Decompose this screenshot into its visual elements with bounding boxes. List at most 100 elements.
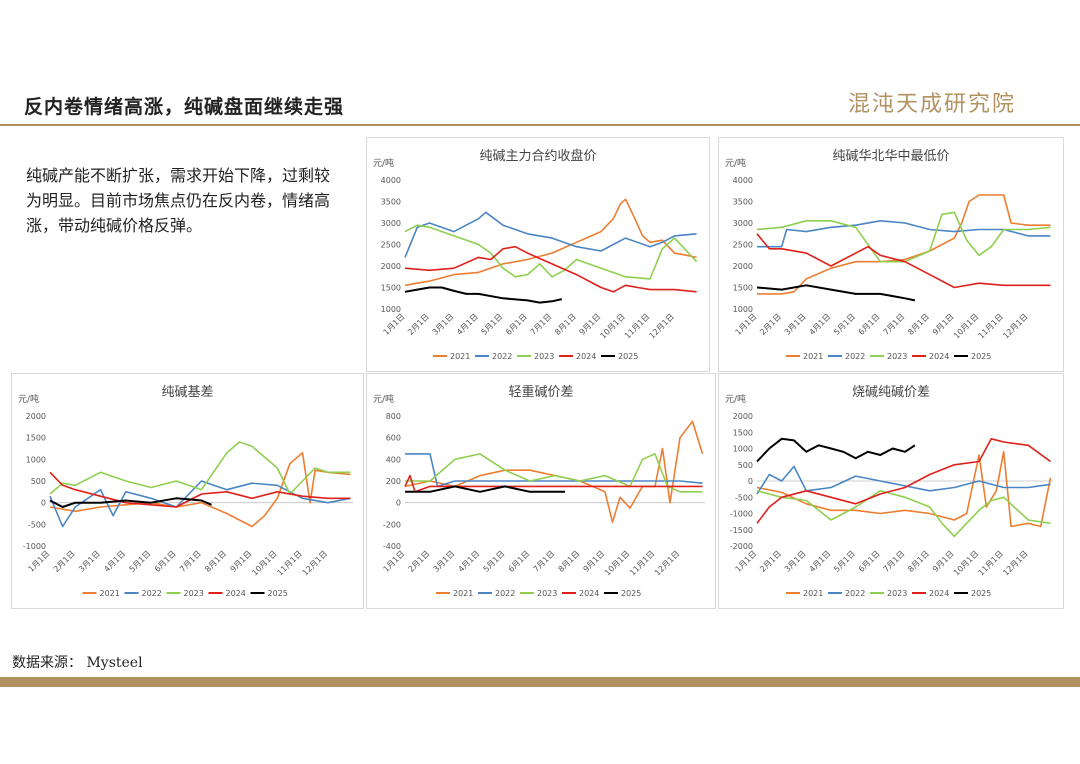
chart-panel: 纯碱基差 元/吨 -1000 -500 0 500 1000 1500 2000 1月1日 2月1日… — [11, 373, 364, 609]
x-tick-label: 11月1日 — [977, 549, 1005, 577]
y-tick-label: 3500 — [381, 198, 401, 207]
x-tick-label: 2月1日 — [758, 549, 783, 574]
chart-title: 纯碱华北华中最低价 — [832, 149, 949, 164]
x-tick-label: 5月1日 — [480, 312, 505, 337]
legend-label-2024: 2024 — [576, 352, 596, 361]
x-tick-label: 10月1日 — [952, 312, 980, 340]
legend-label-2024: 2024 — [929, 352, 949, 361]
x-tick-label: 11月1日 — [623, 312, 651, 340]
y-tick-label: -2000 — [730, 542, 753, 551]
series-line-2021 — [404, 198, 697, 287]
y-tick-label: 1000 — [26, 455, 46, 464]
legend-label-2025: 2025 — [618, 352, 638, 361]
slide-title: 反内卷情绪高涨，纯碱盘面继续走强 — [24, 96, 345, 118]
y-unit-label: 元/吨 — [373, 393, 394, 405]
y-tick-label: 0 — [748, 477, 753, 486]
series-line-2022 — [49, 480, 351, 528]
series-line-2021 — [756, 451, 1052, 528]
legend-label-2022: 2022 — [492, 352, 512, 361]
header-rule — [0, 124, 1080, 126]
x-tick-label: 12月1日 — [647, 312, 675, 340]
y-tick-label: -500 — [28, 520, 46, 529]
legend-label-2022: 2022 — [142, 589, 162, 598]
x-tick-label: 11月1日 — [628, 549, 656, 577]
y-tick-label: 0 — [396, 499, 401, 508]
series-line-2022 — [405, 453, 703, 488]
x-tick-label: 4月1日 — [102, 549, 127, 574]
x-tick-label: 2月1日 — [407, 549, 432, 574]
body-paragraph: 纯碱产能不断扩张，需求开始下降，过剩较为明显。目前市场焦点仍在反内卷，情绪高涨，… — [26, 166, 331, 235]
series-line-2023 — [49, 441, 351, 495]
legend-label-2023: 2023 — [887, 589, 907, 598]
series-line-2025 — [756, 437, 916, 463]
chart-title: 烧碱纯碱价差 — [852, 385, 930, 400]
x-tick-label: 5月1日 — [128, 549, 153, 574]
y-tick-label: -1000 — [730, 510, 753, 519]
legend-label-2022: 2022 — [845, 589, 865, 598]
legend-label-2022: 2022 — [495, 589, 515, 598]
legend-label-2024: 2024 — [929, 589, 949, 598]
x-tick-label: 4月1日 — [808, 312, 833, 337]
x-tick-label: 6月1日 — [857, 549, 882, 574]
y-tick-label: 2000 — [733, 262, 753, 271]
y-unit-label: 元/吨 — [725, 393, 746, 405]
series-line-2024 — [49, 471, 351, 508]
x-tick-label: 4月1日 — [455, 312, 480, 337]
x-tick-label: 6月1日 — [507, 549, 532, 574]
y-tick-label: 4000 — [733, 176, 753, 185]
data-source: 数据来源： Mysteel — [12, 655, 143, 671]
x-tick-label: 12月1日 — [653, 549, 681, 577]
y-tick-label: 1500 — [733, 428, 753, 437]
legend-label-2021: 2021 — [803, 352, 823, 361]
y-tick-label: 3000 — [381, 219, 401, 228]
y-tick-label: 1000 — [733, 305, 753, 314]
legend-label-2021: 2021 — [450, 352, 470, 361]
x-tick-label: 1月1日 — [382, 549, 407, 574]
y-tick-label: 200 — [386, 477, 401, 486]
chart-panel: 纯碱华北华中最低价 元/吨 1000 1500 2000 2500 3000 3500 4000… — [718, 137, 1064, 372]
y-tick-label: 400 — [386, 455, 401, 464]
y-tick-label: -400 — [383, 542, 401, 551]
y-tick-label: 500 — [31, 477, 46, 486]
x-tick-label: 7月1日 — [178, 549, 203, 574]
chart-panel: 纯碱主力合约收盘价 元/吨 1000 1500 2000 2500 3000 3500 4000… — [366, 137, 710, 372]
y-tick-label: 3000 — [733, 219, 753, 228]
y-tick-label: 800 — [386, 412, 401, 421]
x-tick-label: 11月1日 — [977, 312, 1005, 340]
x-tick-label: 7月1日 — [882, 312, 907, 337]
chart-panel: 轻重碱价差 元/吨 -400 -200 0 200 400 600 800 1月1日 2月1日 3月1… — [366, 373, 716, 609]
x-tick-label: 10月1日 — [250, 549, 278, 577]
legend-label-2023: 2023 — [537, 589, 557, 598]
legend-label-2021: 2021 — [453, 589, 473, 598]
series-line-2024 — [404, 245, 697, 293]
chart-panel: 烧碱纯碱价差 元/吨 -2000 -1500 -1000 -500 0 500 1000 1500… — [718, 373, 1064, 609]
chart-title: 轻重碱价差 — [508, 384, 573, 400]
x-tick-label: 10月1日 — [952, 549, 980, 577]
series-line-2021 — [404, 420, 704, 523]
legend-label-2021: 2021 — [100, 589, 120, 598]
series-line-2025 — [404, 286, 563, 304]
series-line-2025 — [49, 497, 212, 508]
y-tick-label: 1500 — [26, 434, 46, 443]
x-tick-label: 6月1日 — [857, 312, 882, 337]
series-line-2024 — [756, 438, 1051, 524]
y-unit-label: 元/吨 — [373, 157, 394, 169]
x-tick-label: 1月1日 — [27, 549, 52, 574]
x-tick-label: 1月1日 — [382, 312, 407, 337]
series-line-2025 — [756, 284, 916, 302]
y-tick-label: 0 — [41, 499, 46, 508]
y-unit-label: 元/吨 — [725, 157, 746, 169]
series-line-2022 — [756, 465, 1051, 495]
y-tick-label: 4000 — [381, 176, 401, 185]
series-line-2023 — [404, 224, 698, 280]
brand-logo: 混沌天成研究院 — [848, 92, 1017, 117]
x-tick-label: 7月1日 — [532, 549, 557, 574]
x-tick-label: 10月1日 — [598, 312, 626, 340]
x-tick-label: 2月1日 — [758, 312, 783, 337]
x-tick-label: 8月1日 — [906, 312, 931, 337]
x-tick-label: 12月1日 — [1001, 312, 1029, 340]
